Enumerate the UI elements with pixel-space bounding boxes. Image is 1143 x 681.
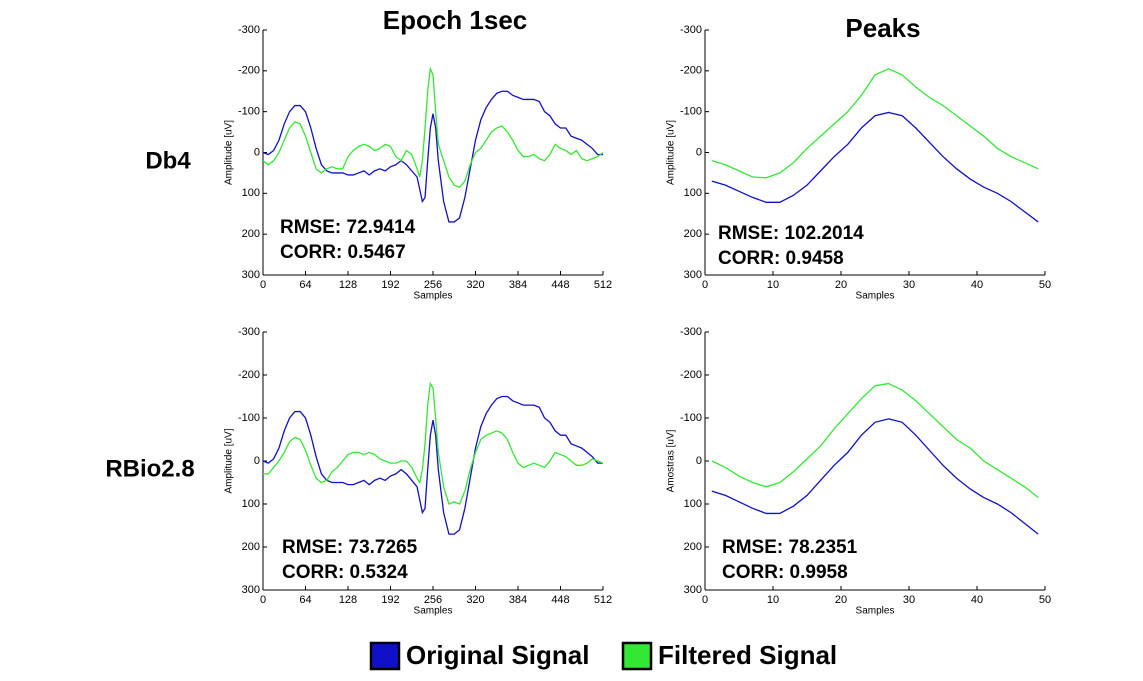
series-line [262, 66, 604, 188]
annotation: CORR: 0.9458 [718, 248, 844, 269]
x-tick-label: 384 [509, 594, 527, 606]
y-tick-label: -200 [680, 369, 702, 381]
x-tick-label: 50 [1039, 594, 1051, 606]
x-tick-label: 40 [971, 594, 983, 606]
y-tick-label: -300 [238, 326, 260, 338]
y-tick-label: 0 [696, 146, 702, 158]
y-tick-label: -300 [680, 24, 702, 36]
y-tick-label: 100 [684, 187, 702, 199]
x-tick-label: 10 [767, 594, 779, 606]
x-tick-label: 50 [1039, 279, 1051, 291]
x-tick-label: 128 [339, 594, 357, 606]
y-tick-label: -300 [680, 326, 702, 338]
x-tick-label: 0 [702, 594, 708, 606]
x-tick-label: 192 [381, 594, 399, 606]
y-tick-label: 0 [254, 146, 260, 158]
x-tick-label: 320 [466, 279, 484, 291]
y-tick-label: 300 [684, 269, 702, 281]
y-tick-label: 100 [242, 187, 260, 199]
y-tick-label: -200 [680, 65, 702, 77]
y-tick-label: -100 [680, 412, 702, 424]
y-tick-label: 100 [684, 498, 702, 510]
legend-swatch [621, 641, 653, 671]
x-tick-label: 10 [767, 279, 779, 291]
x-axis-label: Samples [856, 606, 895, 617]
y-axis-label: Amplitude [uV] [666, 120, 677, 185]
annotation: RMSE: 72.9414 [280, 217, 416, 238]
x-tick-label: 448 [551, 279, 569, 291]
x-tick-label: 20 [835, 594, 847, 606]
x-tick-label: 40 [971, 279, 983, 291]
row-label: Db4 [145, 147, 191, 174]
y-tick-label: -300 [238, 24, 260, 36]
column-title: Epoch 1sec [383, 5, 528, 35]
y-tick-label: 300 [242, 269, 260, 281]
x-tick-label: 30 [903, 594, 915, 606]
annotation: CORR: 0.5467 [280, 242, 406, 263]
y-tick-label: -200 [238, 65, 260, 77]
annotation: CORR: 0.9958 [722, 562, 848, 583]
series-line [262, 90, 603, 223]
series-line [711, 382, 1039, 499]
annotation: RMSE: 73.7265 [282, 537, 418, 558]
y-tick-label: -200 [238, 369, 260, 381]
legend-label: Original Signal [406, 640, 589, 670]
x-tick-label: 192 [381, 279, 399, 291]
x-axis-label: Samples [414, 606, 453, 617]
x-tick-label: 64 [299, 594, 311, 606]
x-axis-label: Samples [414, 291, 453, 302]
y-tick-label: -100 [238, 412, 260, 424]
y-tick-label: 100 [242, 498, 260, 510]
x-tick-label: 128 [339, 279, 357, 291]
legend-label: Filtered Signal [658, 640, 837, 670]
x-tick-label: 256 [424, 279, 442, 291]
x-tick-label: 256 [424, 594, 442, 606]
y-tick-label: 200 [242, 228, 260, 240]
annotation: RMSE: 102.2014 [718, 223, 864, 244]
x-tick-label: 512 [594, 279, 612, 291]
series-line [263, 381, 604, 505]
x-tick-label: 384 [509, 279, 527, 291]
y-tick-label: 0 [254, 455, 260, 467]
y-tick-label: -100 [680, 106, 702, 118]
y-tick-label: 200 [242, 541, 260, 553]
y-tick-label: 300 [684, 584, 702, 596]
annotation: CORR: 0.5324 [282, 562, 408, 583]
column-title: Peaks [845, 13, 920, 43]
x-axis-label: Samples [856, 291, 895, 302]
x-tick-label: 320 [466, 594, 484, 606]
x-tick-label: 0 [260, 594, 266, 606]
x-tick-label: 0 [260, 279, 266, 291]
y-axis-label: Amostras [uV] [666, 429, 677, 492]
y-tick-label: 200 [684, 228, 702, 240]
annotation: RMSE: 78.2351 [722, 537, 858, 558]
x-tick-label: 20 [835, 279, 847, 291]
series-line [262, 395, 603, 535]
y-tick-label: -100 [238, 106, 260, 118]
legend-swatch [369, 641, 401, 671]
x-tick-label: 0 [702, 279, 708, 291]
x-tick-label: 448 [551, 594, 569, 606]
series-line [711, 418, 1039, 535]
series-line [711, 111, 1039, 223]
series-line [711, 68, 1039, 179]
y-axis-label: Amplitude [uV] [224, 428, 235, 493]
x-tick-label: 64 [299, 279, 311, 291]
x-tick-label: 30 [903, 279, 915, 291]
x-tick-label: 512 [594, 594, 612, 606]
y-tick-label: 0 [696, 455, 702, 467]
row-label: RBio2.8 [105, 455, 194, 482]
y-axis-label: Amplitude [uV] [224, 120, 235, 185]
y-tick-label: 200 [684, 541, 702, 553]
y-tick-label: 300 [242, 584, 260, 596]
